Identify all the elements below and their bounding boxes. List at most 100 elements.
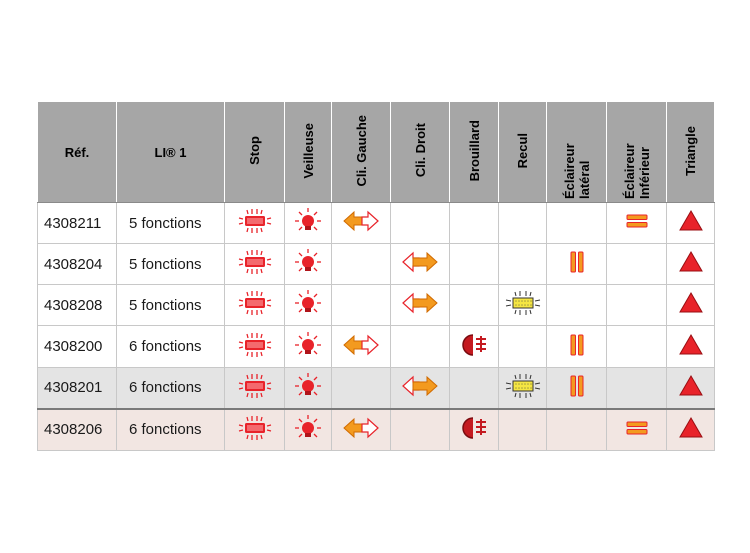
left-indicator-icon — [342, 417, 380, 443]
right-indicator-icon — [401, 251, 439, 277]
cli-gauche-cell — [331, 284, 391, 327]
header-eclaireur-lateral: Éclaireur latéral — [546, 101, 607, 203]
right-indicator-icon — [401, 292, 439, 318]
stop-light-icon — [238, 415, 272, 445]
triangle-reflector-icon — [678, 416, 703, 443]
header-brouillard: Brouillard — [449, 101, 499, 203]
header-cli-gauche: Cli. Gauche — [331, 101, 391, 203]
header-li: LI® 1 — [116, 101, 225, 203]
brouillard-cell — [449, 366, 499, 410]
recul-cell — [498, 366, 547, 410]
stop-cell — [224, 243, 285, 286]
header-ref: Réf. — [37, 101, 117, 203]
stop-cell — [224, 407, 285, 451]
header-stop: Stop — [224, 101, 285, 203]
stop-light-icon — [238, 249, 272, 279]
cli-droit-cell — [390, 201, 450, 245]
ref-cell: 4308200 — [37, 325, 117, 368]
table-row: 4308206 6 fonctions — [37, 407, 715, 451]
cli-droit-cell — [390, 243, 450, 286]
left-indicator-icon — [342, 210, 380, 236]
side-marker-icon — [569, 333, 585, 361]
position-light-icon — [294, 372, 322, 404]
veilleuse-cell — [284, 201, 332, 245]
cli-gauche-cell — [331, 325, 391, 368]
side-marker-icon — [569, 250, 585, 278]
recul-cell — [498, 325, 547, 368]
header-triangle: Triangle — [666, 101, 715, 203]
reverse-light-icon — [505, 290, 541, 320]
stop-cell — [224, 325, 285, 368]
side-marker-icon — [569, 374, 585, 402]
veilleuse-cell — [284, 407, 332, 451]
functions-cell: 6 fonctions — [116, 407, 225, 451]
eclaireur-inferieur-cell — [606, 284, 667, 327]
triangle-reflector-icon — [678, 333, 703, 360]
fog-light-icon — [459, 415, 489, 445]
position-light-icon — [294, 289, 322, 321]
functions-cell: 6 fonctions — [116, 325, 225, 368]
position-light-icon — [294, 207, 322, 239]
cli-droit-cell — [390, 284, 450, 327]
lower-marker-icon — [625, 420, 649, 440]
header-veilleuse: Veilleuse — [284, 101, 332, 203]
table-row: 4308200 6 fonctions — [37, 325, 715, 368]
table-row: 4308201 6 fonctions — [37, 366, 715, 410]
cli-droit-cell — [390, 407, 450, 451]
functions-cell: 5 fonctions — [116, 284, 225, 327]
position-light-icon — [294, 248, 322, 280]
triangle-reflector-icon — [678, 292, 703, 318]
table-row: 4308211 5 fonctions — [37, 201, 715, 245]
ref-cell: 4308206 — [37, 407, 117, 451]
reverse-light-icon — [505, 373, 541, 403]
eclaireur-lateral-cell — [546, 407, 607, 451]
eclaireur-inferieur-cell — [606, 243, 667, 286]
brouillard-cell — [449, 407, 499, 451]
triangle-cell — [666, 243, 715, 286]
eclaireur-lateral-cell — [546, 284, 607, 327]
eclaireur-lateral-cell — [546, 325, 607, 368]
triangle-reflector-icon — [678, 210, 703, 236]
stop-cell — [224, 366, 285, 410]
brouillard-cell — [449, 201, 499, 245]
left-indicator-icon — [342, 334, 380, 360]
brouillard-cell — [449, 284, 499, 327]
cli-gauche-cell — [331, 407, 391, 451]
cli-gauche-cell — [331, 201, 391, 245]
stop-light-icon — [238, 290, 272, 320]
fog-light-icon — [459, 332, 489, 362]
veilleuse-cell — [284, 366, 332, 410]
eclaireur-lateral-cell — [546, 243, 607, 286]
veilleuse-cell — [284, 325, 332, 368]
recul-cell — [498, 243, 547, 286]
table-row: 4308208 5 fonctions — [37, 284, 715, 327]
table-row: 4308204 5 fonctions — [37, 243, 715, 286]
functions-cell: 5 fonctions — [116, 201, 225, 245]
triangle-reflector-icon — [678, 374, 703, 401]
cli-droit-cell — [390, 366, 450, 410]
triangle-cell — [666, 325, 715, 368]
header-eclaireur-inferieur: Éclaireur Inférieur — [606, 101, 667, 203]
eclaireur-inferieur-cell — [606, 325, 667, 368]
eclaireur-lateral-cell — [546, 201, 607, 245]
lights-function-table: Réf. LI® 1 Stop Veilleuse Cli. Gauche Cl… — [37, 101, 715, 451]
recul-cell — [498, 201, 547, 245]
eclaireur-inferieur-cell — [606, 407, 667, 451]
triangle-cell — [666, 366, 715, 410]
ref-cell: 4308204 — [37, 243, 117, 286]
stop-light-icon — [238, 332, 272, 362]
right-indicator-icon — [401, 375, 439, 401]
triangle-reflector-icon — [678, 251, 703, 277]
brouillard-cell — [449, 325, 499, 368]
header-cli-droit: Cli. Droit — [390, 101, 450, 203]
ref-cell: 4308208 — [37, 284, 117, 327]
functions-cell: 6 fonctions — [116, 366, 225, 410]
ref-cell: 4308211 — [37, 201, 117, 245]
eclaireur-inferieur-cell — [606, 366, 667, 410]
cli-gauche-cell — [331, 243, 391, 286]
cli-gauche-cell — [331, 366, 391, 410]
functions-cell: 5 fonctions — [116, 243, 225, 286]
position-light-icon — [294, 331, 322, 363]
ref-cell: 4308201 — [37, 366, 117, 410]
position-light-icon — [294, 414, 322, 446]
